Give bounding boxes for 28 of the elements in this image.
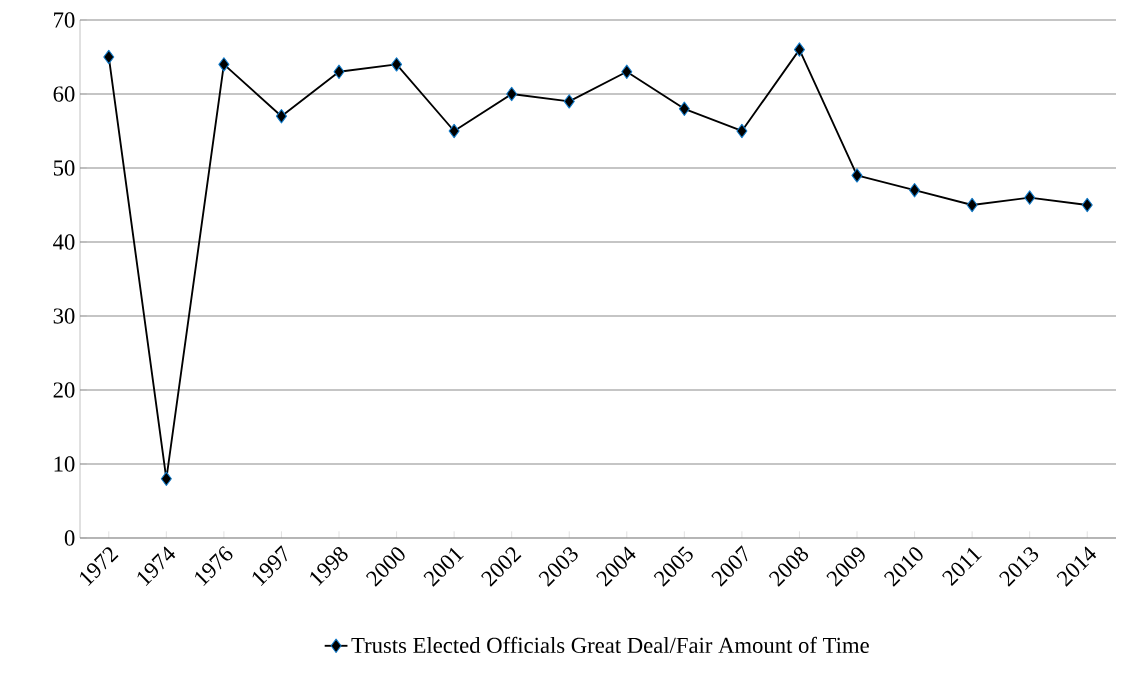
point bbox=[448, 123, 460, 139]
y-tick-label: 70 bbox=[54, 12, 75, 28]
point bbox=[563, 94, 575, 109]
point bbox=[103, 49, 115, 65]
point bbox=[736, 123, 748, 139]
y-tick-label: 0 bbox=[64, 530, 75, 546]
point bbox=[218, 57, 230, 72]
legend-label: Trusts Elected Officials Great Deal/Fair Amount of Time bbox=[351, 636, 869, 654]
point bbox=[851, 168, 863, 183]
point bbox=[678, 101, 690, 116]
point bbox=[391, 57, 403, 72]
y-tick-label: 40 bbox=[53, 234, 75, 250]
y-tick-label: 60 bbox=[53, 86, 75, 102]
point bbox=[1081, 197, 1093, 213]
point bbox=[793, 42, 805, 57]
point bbox=[909, 182, 921, 198]
point bbox=[160, 471, 172, 486]
point bbox=[333, 64, 345, 79]
y-tick-label: 50 bbox=[53, 160, 75, 176]
point bbox=[621, 64, 633, 79]
point bbox=[275, 108, 287, 124]
x-tick-label: 2011 bbox=[942, 547, 982, 587]
point bbox=[506, 86, 518, 102]
point bbox=[966, 197, 978, 213]
y-tick-label: 10 bbox=[54, 456, 75, 472]
point bbox=[1024, 190, 1036, 205]
y-tick-label: 30 bbox=[53, 308, 75, 324]
y-tick-label: 20 bbox=[53, 382, 75, 398]
